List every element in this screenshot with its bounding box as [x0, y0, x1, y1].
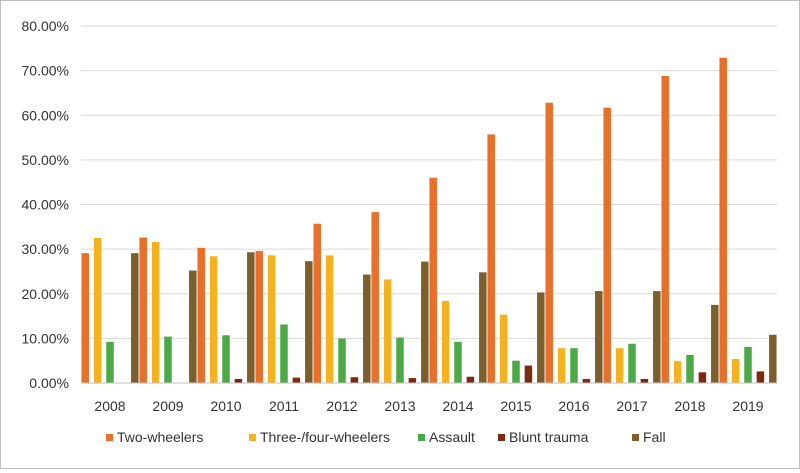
- bar-assault-2015: [512, 360, 520, 383]
- y-tick-label: 50.00%: [22, 152, 69, 168]
- bar-two-wheelers-2015: [487, 134, 495, 383]
- bar-fall-2014: [479, 272, 487, 383]
- bar-assault-2010: [222, 335, 230, 383]
- bar-fall-2015: [537, 292, 545, 383]
- y-tick-label: 80.00%: [22, 18, 69, 34]
- bar-fall-2013: [421, 261, 429, 383]
- bar-assault-2017: [628, 343, 636, 383]
- bar-three-four-wheelers-2011: [267, 255, 276, 383]
- legend-swatch: [249, 434, 256, 441]
- bar-two-wheelers-2012: [313, 223, 321, 383]
- bar-assault-2013: [396, 337, 404, 383]
- legend: Two-wheelers Three-/four-wheelers Assault B…: [106, 429, 666, 445]
- legend-label: Fall: [643, 429, 666, 445]
- x-tick-label: 2018: [674, 398, 705, 414]
- bar-assault-2009: [164, 336, 172, 383]
- bar-blunt-trauma-2013: [408, 378, 417, 383]
- y-tick-label: 40.00%: [22, 197, 69, 213]
- bar-assault-2008: [106, 341, 114, 383]
- bar-two-wheelers-2008: [81, 253, 89, 383]
- bar-three-four-wheelers-2014: [441, 300, 450, 383]
- bar-assault-2018: [686, 354, 694, 383]
- y-tick-label: 30.00%: [22, 241, 69, 257]
- x-tick-label: 2019: [732, 398, 763, 414]
- legend-label: Three-/four-wheelers: [260, 429, 390, 445]
- x-tick-label: 2017: [616, 398, 647, 414]
- y-axis: 0.00% 10.00% 20.00% 30.00% 40.00% 50.00% 60.00…: [22, 18, 69, 391]
- bar-three-four-wheelers-2015: [499, 314, 508, 383]
- bar-assault-2012: [338, 338, 346, 383]
- y-tick-label: 20.00%: [22, 286, 69, 302]
- bar-blunt-trauma-2011: [292, 377, 301, 383]
- x-tick-label: 2015: [500, 398, 531, 414]
- bar-assault-2019: [744, 346, 752, 383]
- legend-swatch: [498, 434, 505, 441]
- bar-two-wheelers-2016: [545, 102, 553, 383]
- x-tick-label: 2014: [442, 398, 473, 414]
- bar-two-wheelers-2010: [197, 247, 205, 383]
- y-tick-label: 0.00%: [29, 375, 69, 391]
- bar-fall-2010: [247, 252, 255, 383]
- y-tick-label: 10.00%: [22, 330, 69, 346]
- legend-swatch: [632, 434, 639, 441]
- bar-fall-2018: [711, 304, 719, 383]
- bar-assault-2016: [570, 348, 578, 383]
- bar-three-four-wheelers-2010: [209, 256, 218, 383]
- x-tick-label: 2012: [326, 398, 357, 414]
- x-axis: 2008 2009 2010 2011 2012 2013 2014 2015 2016 2017…: [94, 398, 763, 414]
- bar-three-four-wheelers-2008: [93, 237, 102, 383]
- bar-fall-2012: [363, 274, 371, 383]
- bar-two-wheelers-2011: [255, 250, 263, 383]
- legend-swatch: [106, 434, 113, 441]
- legend-label: Two-wheelers: [117, 429, 203, 445]
- x-tick-label: 2013: [384, 398, 415, 414]
- bar-blunt-trauma-2012: [350, 377, 359, 383]
- bar-three-four-wheelers-2017: [615, 348, 624, 383]
- bar-three-four-wheelers-2016: [557, 348, 566, 383]
- bar-blunt-trauma-2018: [698, 372, 707, 383]
- legend-label: Blunt trauma: [509, 429, 589, 445]
- bar-blunt-trauma-2014: [466, 376, 475, 383]
- bar-assault-2011: [280, 324, 288, 383]
- bar-blunt-trauma-2019: [756, 371, 765, 383]
- legend-label: Assault: [429, 429, 475, 445]
- bar-three-four-wheelers-2013: [383, 279, 392, 383]
- bar-blunt-trauma-2016: [582, 378, 591, 383]
- bar-blunt-trauma-2015: [524, 365, 533, 383]
- bar-fall-2008: [131, 253, 139, 383]
- bar-two-wheelers-2019: [719, 57, 727, 384]
- bar-fall-2019: [769, 334, 777, 383]
- y-tick-label: 70.00%: [22, 63, 69, 79]
- y-tick-label: 60.00%: [22, 107, 69, 123]
- x-tick-label: 2016: [558, 398, 589, 414]
- bar-two-wheelers-2009: [139, 237, 147, 383]
- bar-two-wheelers-2018: [661, 75, 669, 383]
- bar-two-wheelers-2017: [603, 107, 611, 383]
- bar-fall-2017: [653, 291, 661, 383]
- bar-fall-2016: [595, 291, 603, 383]
- bars: [81, 57, 777, 384]
- bar-three-four-wheelers-2009: [151, 241, 160, 383]
- bar-blunt-trauma-2017: [640, 378, 649, 383]
- bar-three-four-wheelers-2018: [673, 361, 682, 383]
- bar-three-four-wheelers-2012: [325, 255, 334, 383]
- x-tick-label: 2009: [152, 398, 183, 414]
- bar-blunt-trauma-2010: [234, 378, 243, 383]
- bar-two-wheelers-2014: [429, 177, 437, 383]
- gridlines: [81, 25, 777, 339]
- x-tick-label: 2010: [210, 398, 241, 414]
- bar-fall-2011: [305, 261, 313, 383]
- bar-assault-2014: [454, 341, 462, 383]
- bar-three-four-wheelers-2019: [731, 358, 740, 383]
- x-tick-label: 2008: [94, 398, 125, 414]
- bar-two-wheelers-2013: [371, 212, 379, 383]
- legend-swatch: [418, 434, 425, 441]
- x-tick-label: 2011: [269, 398, 299, 414]
- bar-fall-2009: [189, 270, 197, 383]
